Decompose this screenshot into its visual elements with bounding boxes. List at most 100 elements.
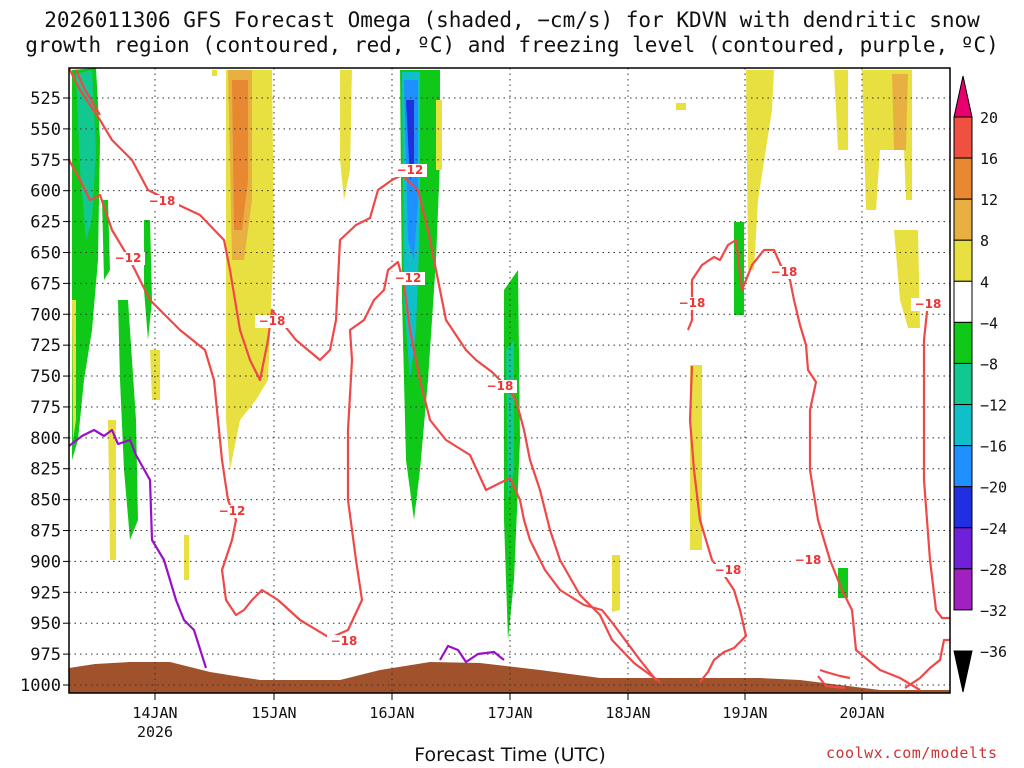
omega-shade-region xyxy=(612,555,620,612)
colorbar-band xyxy=(953,116,973,159)
credit-text: coolwx.com/modelts xyxy=(826,744,998,762)
y-tick-label: 550 xyxy=(30,120,61,140)
colorbar-band xyxy=(953,404,973,447)
x-tick-label: 19JAN xyxy=(722,704,767,722)
omega-shade-region xyxy=(834,70,848,150)
contour-label: −18 xyxy=(487,379,514,393)
y-tick-label: 625 xyxy=(30,213,61,233)
omega-shade-region xyxy=(72,300,76,440)
colorbar-band xyxy=(953,198,973,241)
colorbar-band xyxy=(953,527,973,570)
x-axis: 14JAN 15JAN 16JAN 17JAN 18JAN 19JAN 20JAN 2026 xyxy=(132,693,885,741)
contour-labels: −18 −12 −18 −12 −12 −12 −18 −18 −18 −18 −18 −18 −18 xyxy=(111,163,945,648)
colorbar-band xyxy=(953,280,973,323)
dendritic-contour-line xyxy=(74,69,101,116)
colorbar-bottom-triangle xyxy=(953,650,973,693)
dendritic-contour-line xyxy=(686,238,921,691)
dendritic-contour-line xyxy=(68,67,661,683)
omega-shade-region xyxy=(184,535,189,580)
y-tick-label: 800 xyxy=(30,429,61,449)
colorbar-band xyxy=(953,362,973,406)
colorbar-tick-label: −24 xyxy=(980,520,1007,538)
freezing-level-contour-line xyxy=(68,428,208,669)
x-tick-label: 17JAN xyxy=(487,704,532,722)
contour-label: −12 xyxy=(115,251,142,265)
chart-title-line-2: growth region (contoured, red, ºC) and f… xyxy=(25,33,999,57)
omega-shade-region xyxy=(212,70,217,76)
colorbar-band xyxy=(953,321,973,364)
contour-label: −18 xyxy=(679,296,706,310)
colorbar-tick-label: −36 xyxy=(980,643,1007,661)
y-tick-label: 1000 xyxy=(20,676,61,696)
colorbar-tick-label: 20 xyxy=(980,109,998,127)
contour-label: −18 xyxy=(795,553,822,567)
chart-grid xyxy=(69,68,950,693)
omega-shade-region xyxy=(892,74,908,150)
colorbar-band xyxy=(953,486,973,529)
colorbar-tick-label: −12 xyxy=(980,397,1007,415)
contour-label-bg xyxy=(327,635,361,648)
y-tick-label: 700 xyxy=(30,305,61,325)
x-tick-year-label: 2026 xyxy=(137,723,173,741)
colorbar-tick-label: −32 xyxy=(980,602,1007,620)
contour-label-bg xyxy=(111,252,145,265)
x-axis-title: Forecast Time (UTC) xyxy=(414,744,606,766)
colorbar-band xyxy=(953,568,973,611)
omega-shade-region xyxy=(144,220,152,340)
contour-label-bg xyxy=(483,380,517,393)
contour-label: −18 xyxy=(771,265,798,279)
colorbar-band xyxy=(953,157,973,200)
dendritic-contour-line xyxy=(819,668,851,680)
chart-title-line-1: 2026011306 GFS Forecast Omega (shaded, −… xyxy=(44,8,980,32)
omega-shade-region xyxy=(746,70,774,270)
y-tick-label: 600 xyxy=(30,182,61,202)
omega-shade-region xyxy=(894,230,920,328)
contour-label: −12 xyxy=(219,504,246,518)
omega-shade-region xyxy=(76,70,96,240)
colorbar-tick-label: 8 xyxy=(980,232,989,250)
colorbar-tick-label: −28 xyxy=(980,561,1007,579)
contour-label: −18 xyxy=(715,563,742,577)
colorbar-top-triangle xyxy=(953,75,973,118)
y-tick-label: 525 xyxy=(30,89,61,109)
colorbar-band xyxy=(953,445,973,488)
contour-label: −12 xyxy=(397,163,424,177)
omega-shade-region xyxy=(436,100,442,170)
y-axis: 525 550 575 600 625 650 675 700 725 750 775 800 825 8… xyxy=(20,89,69,696)
y-tick-label: 725 xyxy=(30,336,61,356)
x-tick-label: 18JAN xyxy=(605,704,650,722)
omega-shade-region xyxy=(250,240,262,300)
colorbar-tick-label: −16 xyxy=(980,438,1007,456)
contour-label: −18 xyxy=(915,297,942,311)
y-tick-label: 650 xyxy=(30,243,61,263)
contour-label-bg xyxy=(391,272,425,285)
contour-label-bg xyxy=(255,315,289,328)
contour-label-bg xyxy=(145,195,179,208)
omega-shade-region xyxy=(838,568,848,598)
dendritic-contour-line xyxy=(688,365,748,683)
omega-shade-region xyxy=(340,70,352,200)
omega-shade-region xyxy=(676,103,686,110)
contour-label-bg xyxy=(711,564,745,577)
y-tick-label: 925 xyxy=(30,583,61,603)
omega-shade-region xyxy=(108,420,116,560)
x-tick-label: 15JAN xyxy=(251,704,296,722)
freezing-level-contour-line xyxy=(439,644,505,664)
colorbar-band xyxy=(953,239,973,282)
colorbar-tick-label: −8 xyxy=(980,355,998,373)
y-tick-label: 750 xyxy=(30,367,61,387)
dendritic-contour-line xyxy=(904,638,950,689)
contour-label: −18 xyxy=(331,634,358,648)
contour-label-bg xyxy=(393,164,427,177)
x-tick-label: 20JAN xyxy=(839,704,884,722)
omega-shade-region xyxy=(232,80,248,230)
x-tick-label: 14JAN xyxy=(132,704,177,722)
y-tick-label: 825 xyxy=(30,460,61,480)
y-tick-label: 950 xyxy=(30,614,61,634)
contour-label: −12 xyxy=(395,271,422,285)
contour-label-bg xyxy=(215,505,249,518)
contours xyxy=(68,67,950,691)
contour-label: −18 xyxy=(259,314,286,328)
dendritic-contour-line xyxy=(922,298,950,620)
